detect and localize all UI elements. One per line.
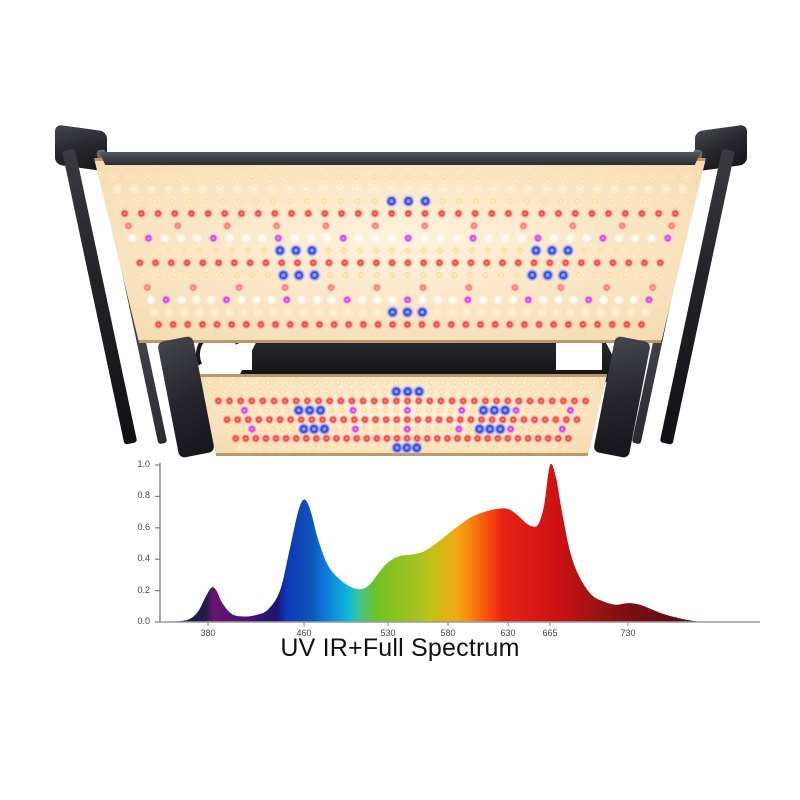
x-tick-label: 580 xyxy=(440,628,456,638)
lower-led-board xyxy=(196,374,608,456)
x-tick-label: 665 xyxy=(542,628,558,638)
y-tick-label: 0.6 xyxy=(137,521,150,532)
y-tick-label: 0.0 xyxy=(137,616,150,626)
x-tick-label: 460 xyxy=(296,628,312,638)
x-tick-label: 380 xyxy=(200,628,216,638)
lower-board-led-array xyxy=(196,374,608,456)
x-tick-label: 730 xyxy=(620,628,636,638)
y-tick-label: 0.8 xyxy=(137,490,150,501)
spectrum-area xyxy=(160,463,700,622)
y-tick-label: 1.0 xyxy=(137,459,150,469)
y-tick-label: 0.2 xyxy=(137,584,150,595)
x-tick-label: 630 xyxy=(500,628,516,638)
upper-board-led-array xyxy=(94,158,706,343)
x-tick-label: 530 xyxy=(380,628,396,638)
spectrum-plot-svg xyxy=(155,463,760,626)
chart-caption: UV IR+Full Spectrum xyxy=(280,634,520,662)
upper-board-top-bezel xyxy=(99,152,701,165)
spectrum-chart: 0.0 0.2 0.4 0.6 0.8 1.0 380 460 530 580 630 665 730… xyxy=(0,450,800,680)
led-grow-light-photo xyxy=(55,124,747,459)
upper-led-board xyxy=(94,158,706,343)
y-tick-label: 0.4 xyxy=(137,553,150,564)
